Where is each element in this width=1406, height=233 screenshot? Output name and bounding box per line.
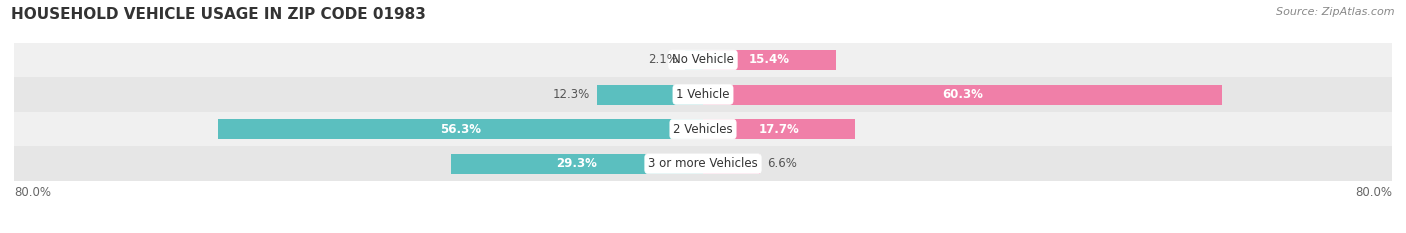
Bar — [703, 154, 759, 174]
Text: 1 Vehicle: 1 Vehicle — [676, 88, 730, 101]
Text: 15.4%: 15.4% — [749, 53, 790, 66]
Text: 2.1%: 2.1% — [648, 53, 678, 66]
Text: 2 Vehicles: 2 Vehicles — [673, 123, 733, 136]
Bar — [703, 50, 835, 70]
Text: Source: ZipAtlas.com: Source: ZipAtlas.com — [1277, 7, 1395, 17]
Bar — [14, 147, 1392, 181]
Bar — [685, 50, 703, 70]
Bar — [703, 85, 1222, 105]
Text: 6.6%: 6.6% — [766, 157, 797, 170]
Bar — [703, 119, 855, 139]
Bar — [14, 77, 1392, 112]
Text: 80.0%: 80.0% — [14, 186, 51, 199]
Text: 56.3%: 56.3% — [440, 123, 481, 136]
Text: 17.7%: 17.7% — [759, 123, 800, 136]
Text: 60.3%: 60.3% — [942, 88, 983, 101]
Bar — [218, 119, 703, 139]
Text: HOUSEHOLD VEHICLE USAGE IN ZIP CODE 01983: HOUSEHOLD VEHICLE USAGE IN ZIP CODE 0198… — [11, 7, 426, 22]
Text: 29.3%: 29.3% — [557, 157, 598, 170]
Bar — [14, 112, 1392, 147]
Text: 3 or more Vehicles: 3 or more Vehicles — [648, 157, 758, 170]
Bar — [451, 154, 703, 174]
Text: No Vehicle: No Vehicle — [672, 53, 734, 66]
Text: 12.3%: 12.3% — [553, 88, 591, 101]
Bar — [14, 43, 1392, 77]
Text: 80.0%: 80.0% — [1355, 186, 1392, 199]
Bar — [598, 85, 703, 105]
